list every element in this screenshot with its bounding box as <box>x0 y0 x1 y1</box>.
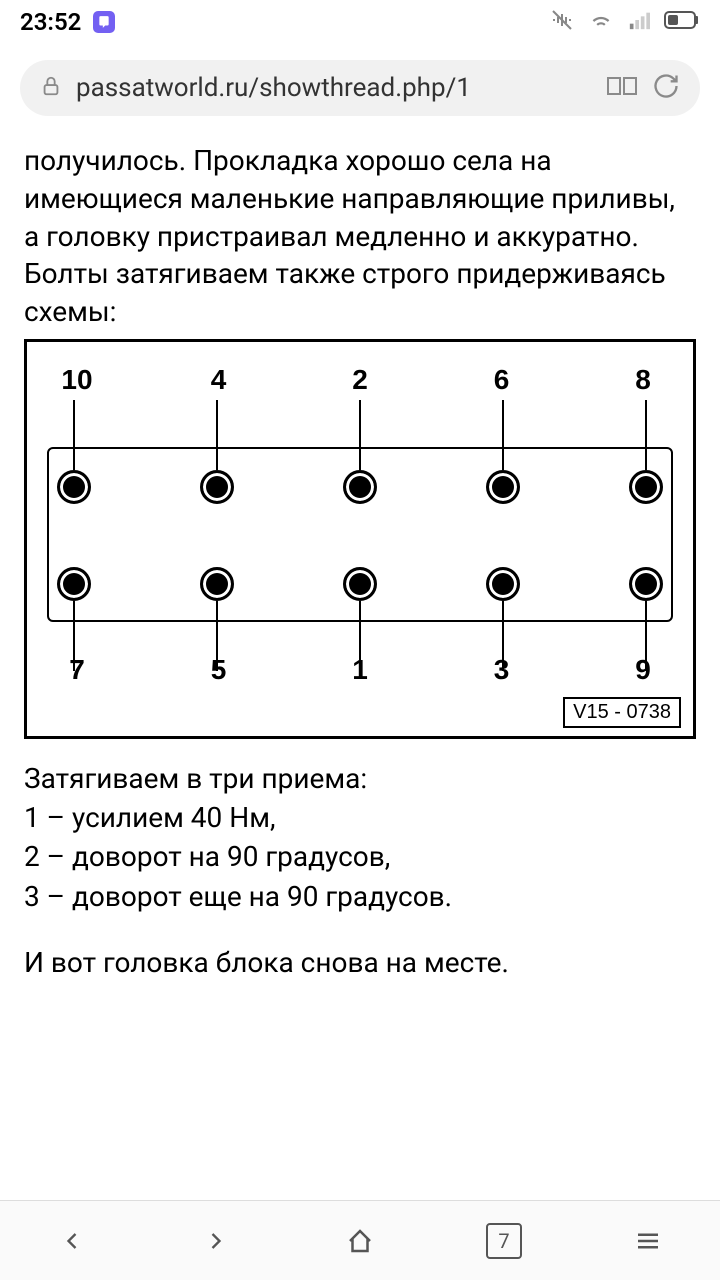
wifi-icon <box>588 7 614 37</box>
bolt-label: 4 <box>199 364 239 396</box>
status-bar: 23:52 <box>0 0 720 44</box>
step-2: 2 – доворот на 90 градусов, <box>24 837 696 876</box>
bolt <box>343 567 377 601</box>
bolt <box>57 470 91 504</box>
step-1: 1 – усилием 40 Нм, <box>24 798 696 837</box>
top-labels: 10 4 2 6 8 <box>57 364 663 396</box>
footer-paragraph: И вот головка блока снова на месте. <box>24 944 696 982</box>
intro-paragraph: получилось. Прокладка хорошо села на име… <box>24 142 696 331</box>
bolt-label: 9 <box>623 654 663 686</box>
tab-count: 7 <box>486 1223 522 1259</box>
bolt <box>200 470 234 504</box>
status-right <box>550 7 700 37</box>
diagram-code: V15 - 0738 <box>563 697 681 728</box>
status-left: 23:52 <box>20 8 115 36</box>
url-text: passatworld.ru/showthread.php/1 <box>76 73 592 103</box>
bolt <box>57 567 91 601</box>
bolt-row-bottom <box>57 567 663 601</box>
bolt <box>629 470 663 504</box>
bolt-label: 8 <box>623 364 663 396</box>
torque-steps: Затягиваем в три приема: 1 – усилием 40 … <box>24 759 696 916</box>
signal-icon <box>628 9 650 35</box>
steps-heading: Затягиваем в три приема: <box>24 759 696 798</box>
bottom-labels: 7 5 1 3 9 <box>57 654 663 686</box>
bolt <box>486 470 520 504</box>
step-3: 3 – доворот еще на 90 градусов. <box>24 877 696 916</box>
bolt-row-top <box>57 470 663 504</box>
forward-button[interactable] <box>192 1217 240 1265</box>
bolt <box>200 567 234 601</box>
browser-nav-bar: 7 <box>0 1200 720 1280</box>
mute-icon <box>550 8 574 36</box>
battery-icon <box>664 11 700 33</box>
status-time: 23:52 <box>20 8 81 36</box>
bolt-label: 3 <box>482 654 522 686</box>
bolt-label: 7 <box>57 654 97 686</box>
lock-icon <box>40 73 62 103</box>
reload-icon[interactable] <box>652 72 680 104</box>
bolt-label: 10 <box>57 364 97 396</box>
bolt-label: 1 <box>340 654 380 686</box>
bolt-label: 6 <box>482 364 522 396</box>
viber-icon <box>93 11 115 33</box>
bolt-label: 2 <box>340 364 380 396</box>
address-bar[interactable]: passatworld.ru/showthread.php/1 <box>20 60 700 116</box>
bolt-label: 5 <box>199 654 239 686</box>
reader-mode-icon[interactable] <box>606 72 638 104</box>
menu-button[interactable] <box>624 1217 672 1265</box>
bolt-diagram: 10 4 2 6 8 7 5 1 3 9 V15 - <box>24 339 696 739</box>
home-button[interactable] <box>336 1217 384 1265</box>
page-content: получилось. Прокладка хорошо села на име… <box>0 132 720 982</box>
bolt <box>486 567 520 601</box>
back-button[interactable] <box>48 1217 96 1265</box>
bolt <box>629 567 663 601</box>
bolt <box>343 470 377 504</box>
tabs-button[interactable]: 7 <box>480 1217 528 1265</box>
